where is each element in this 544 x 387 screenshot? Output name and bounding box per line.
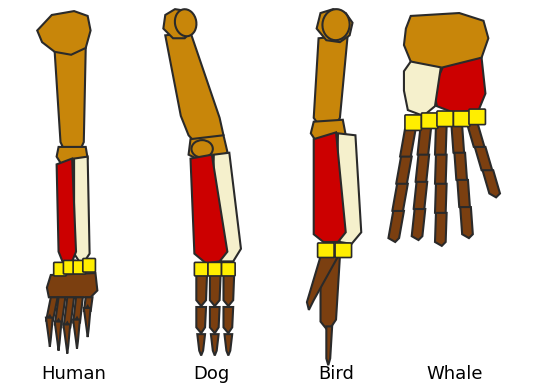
Polygon shape xyxy=(416,155,429,186)
FancyBboxPatch shape xyxy=(221,262,235,276)
Polygon shape xyxy=(483,170,500,197)
Text: Dog: Dog xyxy=(194,365,230,383)
Polygon shape xyxy=(64,297,74,328)
Polygon shape xyxy=(435,125,447,159)
Ellipse shape xyxy=(191,140,213,158)
FancyBboxPatch shape xyxy=(437,111,454,127)
Polygon shape xyxy=(55,48,86,155)
FancyBboxPatch shape xyxy=(335,243,351,257)
FancyBboxPatch shape xyxy=(405,115,422,130)
Polygon shape xyxy=(196,307,206,333)
Polygon shape xyxy=(396,157,412,188)
Polygon shape xyxy=(314,35,348,130)
Polygon shape xyxy=(57,159,76,261)
Polygon shape xyxy=(163,9,194,38)
Polygon shape xyxy=(413,182,427,213)
Polygon shape xyxy=(189,135,227,161)
Polygon shape xyxy=(412,209,425,240)
Polygon shape xyxy=(307,257,338,310)
Polygon shape xyxy=(197,334,205,356)
Polygon shape xyxy=(320,257,340,331)
Polygon shape xyxy=(435,213,447,246)
Polygon shape xyxy=(210,275,220,306)
Polygon shape xyxy=(46,297,58,322)
Polygon shape xyxy=(37,11,90,55)
FancyBboxPatch shape xyxy=(208,262,221,276)
Polygon shape xyxy=(460,207,473,238)
Polygon shape xyxy=(392,184,408,215)
FancyBboxPatch shape xyxy=(318,243,334,257)
Polygon shape xyxy=(400,130,416,161)
Polygon shape xyxy=(326,326,332,365)
Polygon shape xyxy=(190,155,227,263)
Polygon shape xyxy=(210,307,220,333)
Polygon shape xyxy=(73,320,80,349)
Polygon shape xyxy=(224,275,234,306)
Polygon shape xyxy=(73,297,83,324)
Polygon shape xyxy=(336,134,361,244)
Polygon shape xyxy=(317,9,353,42)
Polygon shape xyxy=(404,62,441,116)
Polygon shape xyxy=(435,155,447,188)
Polygon shape xyxy=(55,297,65,325)
Polygon shape xyxy=(84,308,90,337)
Polygon shape xyxy=(212,153,241,261)
Polygon shape xyxy=(84,297,92,312)
Polygon shape xyxy=(57,147,88,168)
Polygon shape xyxy=(314,132,346,242)
Ellipse shape xyxy=(175,9,196,36)
Polygon shape xyxy=(418,127,431,159)
FancyBboxPatch shape xyxy=(454,111,470,127)
Polygon shape xyxy=(454,153,467,184)
Polygon shape xyxy=(64,324,70,354)
Polygon shape xyxy=(55,322,61,351)
Polygon shape xyxy=(46,318,53,347)
Polygon shape xyxy=(74,157,90,265)
Polygon shape xyxy=(475,147,492,174)
FancyBboxPatch shape xyxy=(83,259,95,272)
Text: Whale: Whale xyxy=(426,365,483,383)
Polygon shape xyxy=(452,125,464,157)
Ellipse shape xyxy=(323,9,350,40)
Polygon shape xyxy=(47,273,97,297)
FancyBboxPatch shape xyxy=(194,262,208,276)
Polygon shape xyxy=(311,120,346,142)
Polygon shape xyxy=(165,33,224,145)
Text: Bird: Bird xyxy=(318,365,354,383)
Polygon shape xyxy=(196,275,207,306)
Text: Human: Human xyxy=(42,365,107,383)
Polygon shape xyxy=(211,334,219,356)
FancyBboxPatch shape xyxy=(422,113,438,128)
FancyBboxPatch shape xyxy=(469,109,485,125)
Polygon shape xyxy=(435,184,447,217)
Polygon shape xyxy=(388,211,404,242)
Polygon shape xyxy=(458,180,470,211)
Polygon shape xyxy=(404,13,489,69)
FancyBboxPatch shape xyxy=(64,260,76,274)
FancyBboxPatch shape xyxy=(54,262,66,276)
Polygon shape xyxy=(225,334,232,356)
Polygon shape xyxy=(224,307,233,333)
Polygon shape xyxy=(433,58,485,113)
Polygon shape xyxy=(467,123,485,151)
FancyBboxPatch shape xyxy=(73,260,86,274)
